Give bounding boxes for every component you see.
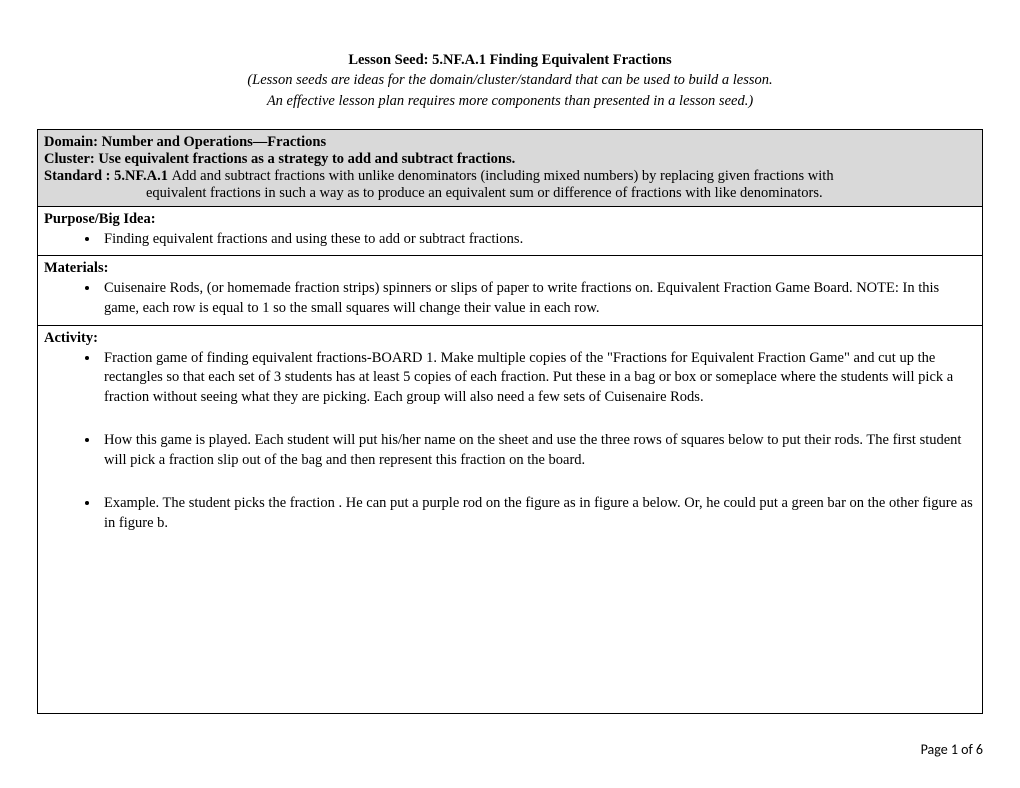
document-header: Lesson Seed: 5.NF.A.1 Finding Equivalent… xyxy=(37,50,983,111)
domain-cell: Domain: Number and Operations—Fractions … xyxy=(38,129,983,206)
domain-line: Domain: Number and Operations—Fractions xyxy=(44,134,976,151)
activity-heading: Activity: xyxy=(44,330,976,347)
lesson-table: Domain: Number and Operations—Fractions … xyxy=(37,129,983,714)
materials-list: Cuisenaire Rods, (or homemade fraction s… xyxy=(44,279,976,318)
purpose-heading: Purpose/Big Idea: xyxy=(44,211,976,228)
purpose-cell: Purpose/Big Idea: Finding equivalent fra… xyxy=(38,206,983,256)
standard-line: Standard : 5.NF.A.1 Add and subtract fra… xyxy=(44,168,976,185)
activity-bullet-3: Example. The student picks the fraction … xyxy=(100,494,976,533)
standard-text-2: equivalent fractions in such a way as to… xyxy=(146,185,976,202)
purpose-bullet: Finding equivalent fractions and using t… xyxy=(100,230,976,250)
cluster-line: Cluster: Use equivalent fractions as a s… xyxy=(44,151,976,168)
document-subtitle-2: An effective lesson plan requires more c… xyxy=(37,91,983,111)
standard-label: Standard : 5.NF.A.1 xyxy=(44,168,172,184)
activity-bullet-1: Fraction game of finding equivalent frac… xyxy=(100,349,976,408)
document-subtitle-1: (Lesson seeds are ideas for the domain/c… xyxy=(37,70,983,90)
document-title: Lesson Seed: 5.NF.A.1 Finding Equivalent… xyxy=(37,50,983,70)
purpose-list: Finding equivalent fractions and using t… xyxy=(44,230,976,250)
materials-cell: Materials: Cuisenaire Rods, (or homemade… xyxy=(38,256,983,325)
activity-cell: Activity: Fraction game of finding equiv… xyxy=(38,325,983,713)
activity-list: Fraction game of finding equivalent frac… xyxy=(44,349,976,534)
activity-bullet-2: How this game is played. Each student wi… xyxy=(100,431,976,470)
materials-bullet: Cuisenaire Rods, (or homemade fraction s… xyxy=(100,279,976,318)
standard-text-1: Add and subtract fractions with unlike d… xyxy=(172,168,834,184)
materials-heading: Materials: xyxy=(44,260,976,277)
page-footer: Page 1 of 6 xyxy=(921,741,983,758)
